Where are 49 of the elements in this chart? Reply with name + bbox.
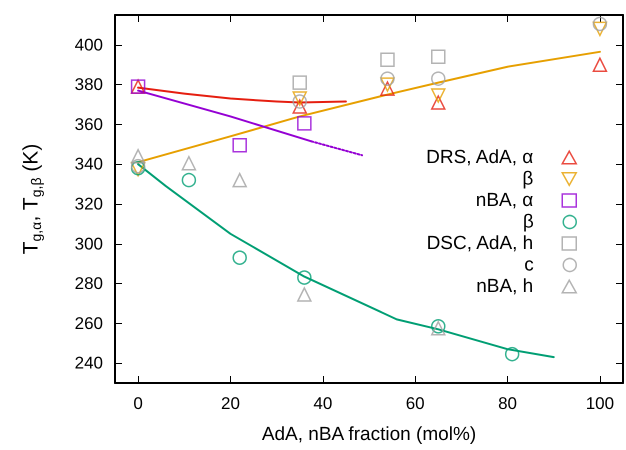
- point: [292, 91, 307, 106]
- point: [380, 52, 395, 68]
- x-tick-label: 0: [133, 394, 143, 413]
- legend-label: DSC, AdA, h: [426, 233, 534, 254]
- point: [297, 287, 312, 302]
- y-tick-label: 360: [74, 114, 103, 134]
- point: [592, 16, 608, 32]
- point: [182, 172, 196, 188]
- point: [592, 57, 608, 72]
- x-axis-title: AdA, nBA fraction (mol%): [262, 424, 476, 445]
- point: [504, 346, 520, 362]
- legend-label: β: [522, 212, 534, 232]
- y-tick-label: 300: [74, 234, 103, 254]
- point: [592, 22, 608, 36]
- point: [380, 77, 395, 92]
- point: [292, 99, 307, 114]
- legend-label: DRS, AdA, α: [426, 147, 534, 168]
- x-tick-label: 40: [313, 394, 332, 413]
- legend-label: nBA, h: [476, 276, 534, 297]
- point: [380, 81, 395, 96]
- y-tick-label: 400: [74, 35, 103, 54]
- point: [431, 88, 446, 103]
- point: [431, 95, 446, 110]
- point: [130, 148, 146, 164]
- y-axis-title: Tg,α, Tg,β (K): [20, 144, 44, 254]
- y-tick-label: 320: [74, 194, 103, 214]
- x-tick-label: 60: [406, 394, 425, 413]
- y-tick-label: 380: [74, 75, 103, 94]
- x-tick-label: 100: [586, 394, 614, 413]
- point: [431, 71, 446, 86]
- x-tick-label: 20: [220, 394, 240, 413]
- point: [292, 75, 307, 90]
- point: [232, 138, 247, 153]
- legend-label: β: [522, 168, 534, 190]
- point: [297, 270, 312, 285]
- point: [232, 250, 247, 265]
- y-tick-label: 280: [74, 274, 103, 294]
- point: [380, 71, 395, 86]
- point: [292, 94, 307, 109]
- y-tick-label: 260: [74, 314, 103, 333]
- point: [431, 50, 446, 64]
- point: [297, 116, 312, 131]
- y-tick-label: 240: [74, 354, 103, 373]
- y-tick-label: 340: [74, 154, 103, 174]
- point: [182, 156, 196, 170]
- point: [232, 172, 247, 188]
- x-tick-label: 80: [498, 394, 518, 413]
- legend-label: nBA, α: [476, 190, 534, 211]
- legend-label: c: [524, 254, 534, 276]
